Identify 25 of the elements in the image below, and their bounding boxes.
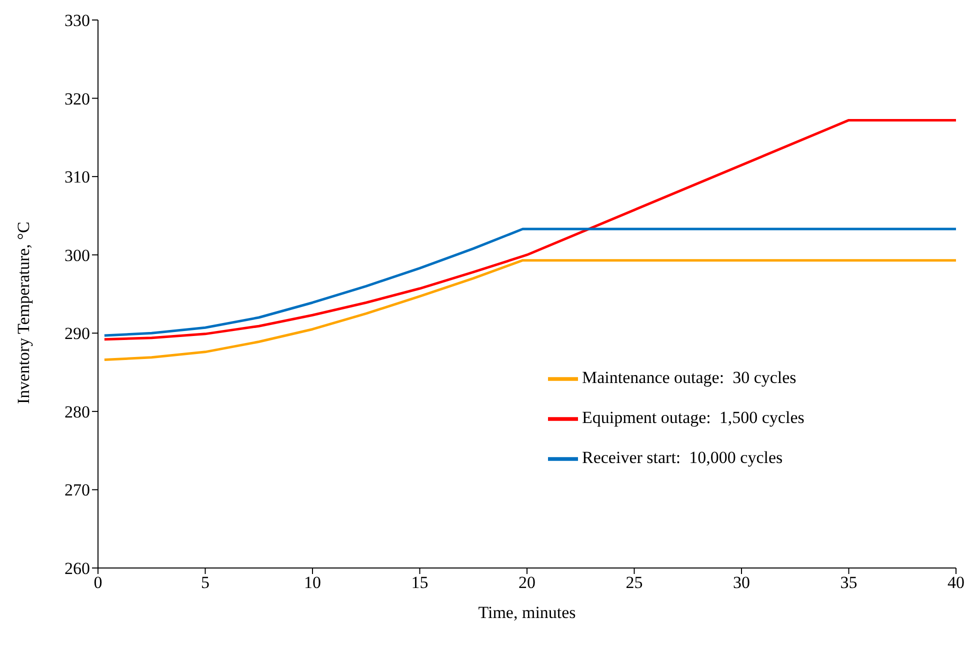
y-tick-label: 310 [64,168,90,187]
legend-label: Maintenance outage: 30 cycles [582,368,796,387]
line-series [103,118,956,341]
x-tick-label: 10 [304,573,321,592]
x-axis-title: Time, minutes [478,603,576,622]
x-tick-label: 30 [733,573,750,592]
x-tick-label: 25 [626,573,643,592]
y-tick-label: 290 [64,324,90,344]
x-tick-label: 20 [518,573,536,592]
x-tick-label: 35 [840,573,858,592]
x-tick-label: 0 [94,573,102,592]
legend-label: Equipment outage: 1,500 cycles [582,408,804,427]
x-tick-label: 5 [201,573,210,592]
y-tick-label: 280 [64,402,90,422]
y-tick-label: 320 [64,89,90,108]
line-series [103,259,956,362]
line-series [103,228,956,337]
y-tick-label: 260 [64,559,90,578]
y-tick-label: 300 [64,246,90,265]
y-tick-label: 330 [64,11,90,30]
x-tick-label: 15 [411,573,428,592]
y-axis-title: Inventory Temperature, °C [14,222,34,404]
x-tick-label: 40 [948,573,964,592]
y-tick-label: 270 [64,480,90,500]
legend-label: Receiver start: 10,000 cycles [582,448,783,467]
